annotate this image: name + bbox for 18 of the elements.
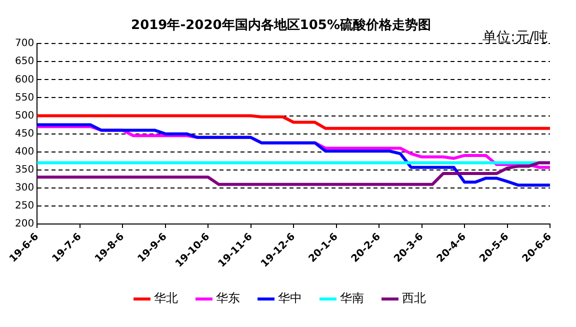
y-tick-label: 500	[14, 110, 34, 122]
y-tick-label: 450	[14, 128, 34, 140]
annotation: 单位:元/吨	[482, 30, 548, 46]
y-tick-label: 350	[14, 164, 34, 176]
y-tick-label: 300	[14, 182, 34, 194]
y-tick-label: 600	[14, 74, 34, 86]
chart-title: 2019年-2020年国内各地区105%硫酸价格走势图	[131, 17, 431, 34]
legend-label: 华中	[278, 291, 302, 306]
y-tick-label: 400	[14, 146, 34, 158]
y-tick-label: 650	[14, 56, 34, 68]
legend-label: 华东	[216, 291, 240, 306]
legend-label: 华北	[154, 291, 178, 306]
y-tick-label: 550	[14, 92, 34, 104]
legend-label: 西北	[402, 291, 426, 306]
y-tick-label: 700	[14, 38, 34, 50]
y-tick-label: 200	[14, 218, 34, 230]
y-tick-label: 250	[14, 200, 34, 212]
legend-label: 华南	[340, 291, 364, 306]
